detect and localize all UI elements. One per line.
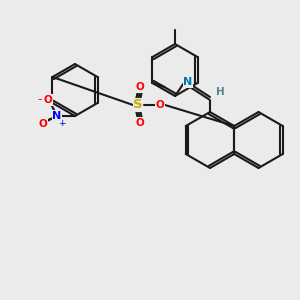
Text: O: O bbox=[136, 82, 144, 92]
Text: H: H bbox=[216, 87, 224, 97]
Text: O: O bbox=[44, 95, 52, 105]
Text: S: S bbox=[133, 98, 143, 112]
Text: O: O bbox=[156, 100, 164, 110]
Text: O: O bbox=[39, 119, 47, 129]
Text: -: - bbox=[38, 94, 42, 106]
Text: N: N bbox=[52, 111, 62, 121]
Text: O: O bbox=[136, 118, 144, 128]
Text: N: N bbox=[183, 77, 193, 87]
Text: +: + bbox=[58, 118, 66, 127]
